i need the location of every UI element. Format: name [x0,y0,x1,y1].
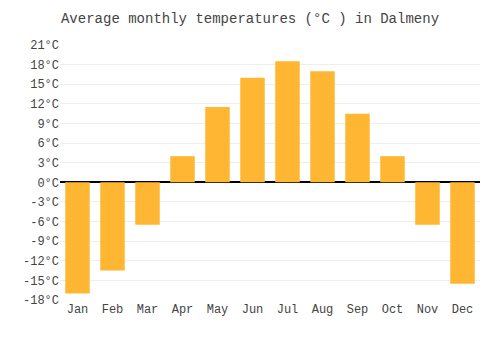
svg-text:-3°C: -3°C [30,196,59,210]
svg-text:Apr: Apr [172,303,194,317]
svg-text:Jan: Jan [67,303,89,317]
svg-text:Jun: Jun [242,303,264,317]
svg-text:18°C: 18°C [30,59,59,73]
svg-text:0°C: 0°C [37,177,59,191]
svg-text:3°C: 3°C [37,157,59,171]
svg-text:-15°C: -15°C [23,275,59,289]
svg-text:Sep: Sep [347,303,369,317]
svg-text:May: May [207,303,229,317]
svg-text:12°C: 12°C [30,98,59,112]
svg-text:-9°C: -9°C [30,235,59,249]
svg-text:15°C: 15°C [30,78,59,92]
svg-text:-6°C: -6°C [30,216,59,230]
svg-text:Feb: Feb [102,303,124,317]
svg-text:Jul: Jul [277,303,299,317]
svg-text:Dec: Dec [452,303,474,317]
svg-text:9°C: 9°C [37,118,59,132]
svg-text:21°C: 21°C [30,39,59,53]
svg-text:-18°C: -18°C [23,294,59,308]
svg-text:Nov: Nov [417,303,439,317]
svg-text:Average monthly temperatures (: Average monthly temperatures (°C ) in Da… [61,11,439,27]
svg-text:6°C: 6°C [37,137,59,151]
svg-text:Aug: Aug [312,303,334,317]
svg-text:Oct: Oct [382,303,404,317]
svg-text:-12°C: -12°C [23,255,59,269]
svg-text:Mar: Mar [137,303,159,317]
